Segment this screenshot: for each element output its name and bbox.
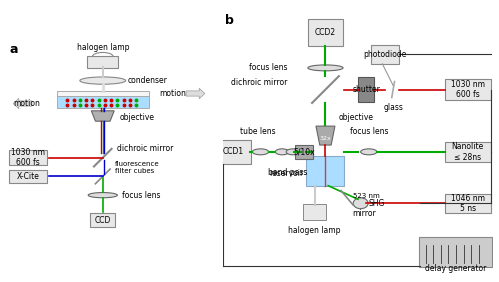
Ellipse shape bbox=[275, 149, 289, 155]
Text: motion: motion bbox=[159, 89, 186, 98]
Bar bbox=[57, 96, 149, 108]
FancyBboxPatch shape bbox=[419, 237, 492, 267]
Polygon shape bbox=[91, 111, 114, 121]
Text: CCD1: CCD1 bbox=[223, 147, 244, 156]
Text: mirror: mirror bbox=[352, 209, 376, 218]
Ellipse shape bbox=[88, 193, 117, 198]
Text: Nanolite
≤ 28ns: Nanolite ≤ 28ns bbox=[452, 142, 484, 162]
FancyBboxPatch shape bbox=[9, 170, 46, 183]
Ellipse shape bbox=[286, 149, 300, 155]
FancyBboxPatch shape bbox=[308, 19, 343, 46]
Text: fluorescence
filter cubes: fluorescence filter cubes bbox=[115, 161, 160, 174]
FancyBboxPatch shape bbox=[445, 79, 491, 100]
Text: 1030 nm
600 fs: 1030 nm 600 fs bbox=[11, 148, 45, 167]
FancyBboxPatch shape bbox=[358, 77, 374, 102]
Text: condenser: condenser bbox=[128, 76, 168, 85]
Text: X-Cite: X-Cite bbox=[16, 172, 39, 181]
Bar bbox=[306, 156, 344, 186]
FancyBboxPatch shape bbox=[445, 142, 491, 162]
Text: 32x: 32x bbox=[319, 136, 331, 141]
Text: CCD2: CCD2 bbox=[315, 28, 336, 37]
Ellipse shape bbox=[252, 149, 268, 155]
Ellipse shape bbox=[80, 77, 126, 84]
Text: CCD: CCD bbox=[95, 216, 111, 225]
FancyBboxPatch shape bbox=[9, 150, 46, 165]
Polygon shape bbox=[13, 98, 32, 109]
Text: focus lens: focus lens bbox=[122, 191, 160, 200]
Text: tube lens: tube lens bbox=[240, 127, 275, 136]
Text: b: b bbox=[225, 14, 234, 27]
Text: halogen lamp: halogen lamp bbox=[76, 43, 129, 52]
Text: glass: glass bbox=[383, 103, 403, 112]
Text: shutter: shutter bbox=[352, 85, 380, 94]
Text: 5/10x: 5/10x bbox=[293, 147, 314, 156]
Text: dichroic mirror: dichroic mirror bbox=[117, 144, 174, 153]
FancyBboxPatch shape bbox=[295, 145, 312, 158]
FancyBboxPatch shape bbox=[87, 56, 118, 68]
Text: dichroic mirror: dichroic mirror bbox=[231, 78, 287, 87]
Text: halogen lamp: halogen lamp bbox=[288, 226, 341, 235]
FancyBboxPatch shape bbox=[216, 140, 251, 164]
Text: SHG: SHG bbox=[369, 199, 385, 208]
Polygon shape bbox=[316, 126, 335, 145]
Text: objective: objective bbox=[119, 113, 154, 122]
Text: delay generator: delay generator bbox=[425, 264, 486, 273]
Polygon shape bbox=[186, 88, 205, 99]
Text: focus lens: focus lens bbox=[349, 127, 388, 136]
Ellipse shape bbox=[308, 65, 343, 71]
Text: 1046 nm
5 ns: 1046 nm 5 ns bbox=[451, 193, 485, 213]
FancyBboxPatch shape bbox=[90, 213, 115, 228]
Text: focus lens: focus lens bbox=[249, 63, 287, 72]
Ellipse shape bbox=[361, 149, 377, 155]
Text: 523 nm: 523 nm bbox=[352, 193, 379, 199]
FancyBboxPatch shape bbox=[445, 194, 491, 213]
Text: photodiode: photodiode bbox=[363, 50, 407, 59]
FancyBboxPatch shape bbox=[303, 204, 326, 220]
Text: 1030 nm
600 fs: 1030 nm 600 fs bbox=[451, 80, 485, 99]
Ellipse shape bbox=[353, 198, 368, 209]
Text: band pass: band pass bbox=[268, 168, 307, 177]
Text: motion: motion bbox=[13, 99, 40, 108]
Text: a: a bbox=[9, 43, 17, 56]
Bar bbox=[57, 91, 149, 96]
Text: objective: objective bbox=[339, 113, 374, 122]
FancyBboxPatch shape bbox=[371, 45, 399, 64]
Text: reservoir: reservoir bbox=[269, 169, 304, 178]
